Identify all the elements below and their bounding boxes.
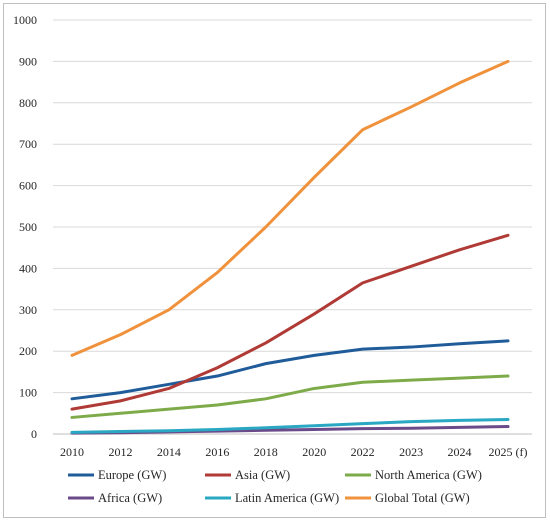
y-tick-label: 0 <box>31 427 37 441</box>
x-tick-label: 2023 <box>399 445 423 459</box>
x-tick-label: 2014 <box>157 445 181 459</box>
y-tick-label: 700 <box>19 137 37 151</box>
x-tick-label: 2020 <box>302 445 326 459</box>
y-tick-label: 300 <box>19 303 37 317</box>
legend-item: North America (GW) <box>345 468 482 482</box>
x-tick-label: 2025 (f) <box>489 445 528 459</box>
legend: Europe (GW) Asia (GW) North America (GW) Af… <box>68 468 482 505</box>
x-tick-label: 2018 <box>254 445 278 459</box>
legend-item: Europe (GW) <box>68 468 166 482</box>
legend-item: Asia (GW) <box>205 468 290 482</box>
legend-label: Africa (GW) <box>98 491 162 505</box>
legend-item: Africa (GW) <box>68 491 162 505</box>
y-tick-label: 500 <box>19 220 37 234</box>
x-tick-label: 2024 <box>448 445 472 459</box>
x-tick-label: 2010 <box>60 445 84 459</box>
y-tick-label: 100 <box>19 386 37 400</box>
y-tick-label: 200 <box>19 344 37 358</box>
y-tick-label: 400 <box>19 261 37 275</box>
series-line <box>70 233 510 411</box>
series-2 <box>70 374 510 419</box>
y-axis: 0 100 200 300 400 500 600 700 800 900 1000 <box>13 13 37 441</box>
series-0 <box>70 339 510 401</box>
legend-label: Asia (GW) <box>235 468 290 482</box>
legend-label: Latin America (GW) <box>235 491 339 505</box>
x-tick-label: 2012 <box>108 445 132 459</box>
legend-item: Latin America (GW) <box>205 491 339 505</box>
series-5 <box>70 59 510 357</box>
legend-label: North America (GW) <box>375 468 482 482</box>
y-tick-label: 600 <box>19 179 37 193</box>
series-lines <box>70 59 510 435</box>
legend-label: Global Total (GW) <box>375 491 470 505</box>
x-tick-label: 2016 <box>205 445 229 459</box>
series-line <box>70 418 510 434</box>
series-line <box>70 374 510 419</box>
series-4 <box>70 418 510 434</box>
legend-label: Europe (GW) <box>98 468 166 482</box>
y-tick-label: 800 <box>19 96 37 110</box>
legend-item: Global Total (GW) <box>345 491 470 505</box>
y-tick-label: 1000 <box>13 13 37 27</box>
series-line <box>70 59 510 357</box>
x-tick-label: 2022 <box>351 445 375 459</box>
x-axis: 2010 2012 2014 2016 2018 2020 2022 2023 2024 2025… <box>60 445 528 459</box>
series-1 <box>70 233 510 411</box>
y-tick-label: 900 <box>19 54 37 68</box>
series-line <box>70 339 510 401</box>
